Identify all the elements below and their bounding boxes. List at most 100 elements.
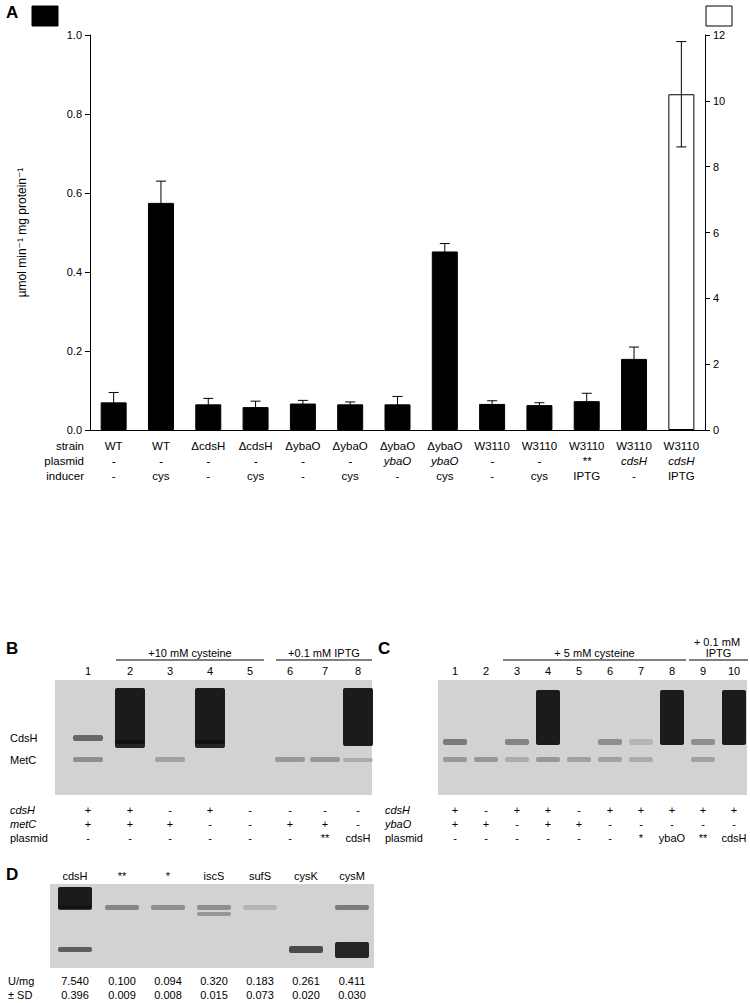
svg-text:cdsH: cdsH: [721, 832, 746, 844]
svg-text:4: 4: [713, 292, 719, 304]
svg-text:0.030: 0.030: [338, 989, 366, 1001]
svg-text:-: -: [670, 818, 674, 830]
svg-text:0.6: 0.6: [67, 187, 82, 199]
svg-text:0.261: 0.261: [292, 975, 320, 987]
svg-text:ybaO: ybaO: [383, 455, 412, 467]
svg-text:cdsH: cdsH: [668, 455, 695, 467]
svg-text:0.073: 0.073: [246, 989, 274, 1001]
svg-text:+: +: [700, 804, 706, 816]
svg-text:-: -: [577, 832, 581, 844]
svg-text:-: -: [168, 832, 172, 844]
svg-text:10: 10: [713, 95, 725, 107]
svg-text:+: +: [545, 818, 551, 830]
svg-text:+: +: [85, 804, 91, 816]
svg-text:**: **: [582, 455, 591, 467]
svg-text:-: -: [356, 804, 360, 816]
svg-text:IPTG: IPTG: [668, 470, 695, 482]
svg-text:-: -: [732, 818, 736, 830]
svg-text:12: 12: [713, 29, 725, 41]
svg-text:CdsH: CdsH: [10, 732, 38, 744]
svg-text:+: +: [127, 804, 133, 816]
svg-text:ybaO: ybaO: [659, 832, 686, 844]
svg-text:+: +: [85, 818, 91, 830]
svg-text:-: -: [86, 832, 90, 844]
svg-text:0.396: 0.396: [61, 989, 89, 1001]
svg-text:cys: cys: [247, 470, 265, 482]
svg-text:ΔybaO: ΔybaO: [427, 440, 462, 452]
svg-text:-: -: [159, 455, 163, 467]
svg-text:2: 2: [483, 665, 489, 677]
svg-text:5: 5: [576, 665, 582, 677]
svg-text:-: -: [168, 804, 172, 816]
svg-text:-: -: [248, 832, 252, 844]
svg-text:0.020: 0.020: [292, 989, 320, 1001]
svg-text:-: -: [608, 832, 612, 844]
svg-text:0.094: 0.094: [154, 975, 182, 987]
svg-text:-: -: [490, 470, 494, 482]
svg-text:7: 7: [638, 665, 644, 677]
svg-text:-: -: [208, 832, 212, 844]
svg-text:8: 8: [713, 161, 719, 173]
svg-text:-: -: [608, 818, 612, 830]
svg-text:0.2: 0.2: [67, 345, 82, 357]
svg-text:A: A: [6, 3, 18, 22]
svg-text:+ 5 mM cysteine: + 5 mM cysteine: [554, 647, 634, 659]
svg-text:W3110: W3110: [474, 440, 510, 452]
svg-text:0.320: 0.320: [200, 975, 228, 987]
svg-text:-: -: [490, 455, 494, 467]
svg-text:1: 1: [452, 665, 458, 677]
svg-text:2: 2: [127, 665, 133, 677]
svg-text:0.008: 0.008: [154, 989, 182, 1001]
svg-text:-: -: [396, 470, 400, 482]
svg-text:7.540: 7.540: [61, 975, 89, 987]
svg-text:plasmid: plasmid: [385, 832, 423, 844]
svg-text:+: +: [514, 804, 520, 816]
svg-text:W3110: W3110: [616, 440, 652, 452]
svg-text:cysK: cysK: [294, 870, 319, 882]
svg-text:C: C: [378, 639, 390, 658]
svg-text:-: -: [301, 455, 305, 467]
svg-text:cysM: cysM: [339, 870, 365, 882]
svg-text:1.0: 1.0: [67, 29, 82, 41]
svg-text:+: +: [167, 818, 173, 830]
svg-text:IPTG: IPTG: [706, 647, 732, 659]
svg-text:-: -: [546, 832, 550, 844]
svg-text:-: -: [515, 832, 519, 844]
svg-text:cdsH: cdsH: [345, 832, 370, 844]
svg-text:**: **: [118, 870, 127, 882]
svg-text:2: 2: [713, 358, 719, 370]
svg-text:IPTG: IPTG: [573, 470, 600, 482]
svg-text:cys: cys: [436, 470, 454, 482]
svg-text:metC: metC: [10, 818, 36, 830]
svg-text:-: -: [208, 818, 212, 830]
svg-text:D: D: [6, 865, 18, 884]
svg-text:3: 3: [167, 665, 173, 677]
svg-text:-: -: [484, 832, 488, 844]
svg-text:MetC: MetC: [10, 754, 36, 766]
svg-text:+: +: [576, 818, 582, 830]
svg-text:± SD: ± SD: [8, 989, 32, 1001]
svg-text:0.009: 0.009: [108, 989, 136, 1001]
svg-text:6: 6: [607, 665, 613, 677]
svg-text:cdsH: cdsH: [621, 455, 648, 467]
svg-text:cys: cys: [152, 470, 170, 482]
svg-text:U/mg: U/mg: [8, 975, 34, 987]
svg-text:µmol min⁻¹ mg protein⁻¹: µmol min⁻¹ mg protein⁻¹: [15, 168, 29, 298]
svg-text:iscS: iscS: [204, 870, 225, 882]
svg-text:**: **: [321, 832, 330, 844]
svg-text:9: 9: [700, 665, 706, 677]
svg-text:-: -: [701, 818, 705, 830]
svg-text:0.015: 0.015: [200, 989, 228, 1001]
svg-text:-: -: [112, 470, 116, 482]
svg-text:-: -: [515, 818, 519, 830]
svg-text:-: -: [639, 818, 643, 830]
svg-text:+: +: [452, 804, 458, 816]
svg-text:0.0: 0.0: [67, 424, 82, 436]
svg-text:W3110: W3110: [522, 440, 558, 452]
svg-text:+: +: [322, 818, 328, 830]
svg-text:-: -: [577, 804, 581, 816]
svg-text:+10 mM cysteine: +10 mM cysteine: [148, 647, 231, 659]
svg-text:-: -: [248, 818, 252, 830]
svg-text:-: -: [632, 470, 636, 482]
svg-text:0.100: 0.100: [108, 975, 136, 987]
